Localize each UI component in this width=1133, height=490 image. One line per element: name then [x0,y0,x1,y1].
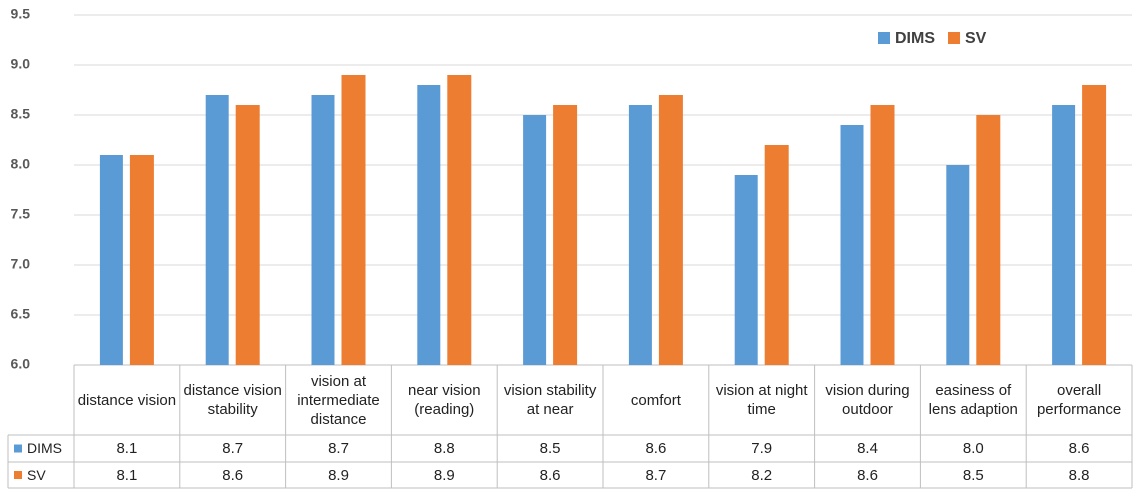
bar [764,145,789,365]
bar [129,155,154,365]
bar [205,95,229,365]
bar [840,125,864,365]
table-value: 8.5 [962,466,984,484]
table-value: 8.0 [962,440,984,457]
bar [870,105,895,365]
bar [341,75,366,365]
table-value: 8.4 [857,440,878,457]
table-value: 8.6 [645,440,667,457]
y-tick-label: 7.0 [11,256,31,272]
legend-key [14,444,22,453]
bar [447,75,472,365]
x-tick-label: vision stability at near [503,382,597,418]
legend-key [948,32,960,44]
table-value: 8.6 [1068,440,1090,457]
bar [311,95,335,365]
y-tick-label: 6.0 [11,356,31,372]
table-value: 8.7 [222,440,244,457]
table-value: 8.8 [433,440,455,457]
x-tick-label: distance vision [77,391,177,409]
bar [99,155,123,365]
y-tick-label: 9.5 [11,6,31,22]
table-value: 8.6 [857,466,878,484]
legend-label: DIMS [895,30,935,47]
bar [417,85,441,365]
table-value: 8.2 [751,466,773,484]
bar [1052,105,1076,365]
x-tick-label: near vision (reading) [408,382,481,418]
x-tick-label: distance vision stability [183,382,282,418]
bar [523,115,547,365]
bar [976,115,1001,365]
table-value: 8.1 [116,466,138,484]
legend-label: SV [965,30,987,47]
y-tick-label: 6.5 [11,306,31,322]
row-header: SV [27,466,46,483]
bar [235,105,260,365]
bar [946,165,970,365]
legend-key [878,32,890,44]
table-value: 8.1 [116,440,138,457]
table-value: 8.6 [222,466,244,484]
table-value: 8.5 [539,440,561,457]
table-value: 7.9 [751,440,773,457]
x-tick-label: vision at intermediate distance [297,372,380,428]
y-tick-label: 7.5 [11,206,31,222]
y-tick-label: 9.0 [11,56,31,72]
x-tick-label: vision during outdoor [825,382,910,418]
table-value: 8.9 [328,466,349,484]
x-tick-label: comfort [630,391,681,409]
bar [734,175,758,365]
table-value: 8.9 [433,466,455,484]
x-tick-label: vision at night time [715,382,808,418]
y-tick-label: 8.5 [11,106,31,122]
table-value: 8.7 [328,440,349,457]
bar [553,105,578,365]
table-value: 8.7 [645,466,667,484]
x-tick-label: overall performance [1036,382,1122,418]
table-value: 8.6 [539,466,561,484]
bar [1082,85,1107,365]
bar [628,105,652,365]
y-tick-label: 8.0 [11,156,31,172]
legend-key [14,471,22,479]
x-tick-label: easiness of lens adaption [928,382,1018,418]
row-header: DIMS [27,440,62,456]
table-value: 8.8 [1068,466,1090,484]
bar [658,95,683,365]
